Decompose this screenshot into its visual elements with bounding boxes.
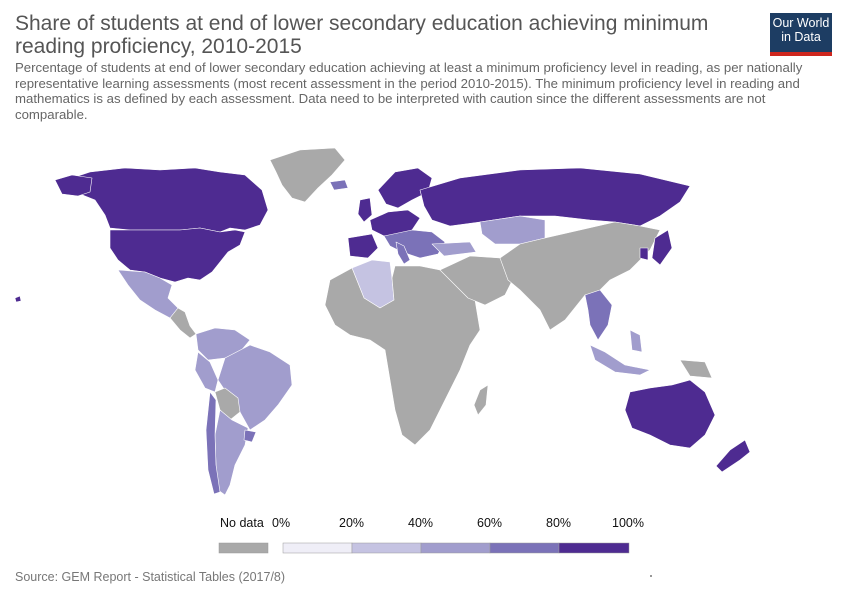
decorative-dot <box>650 575 652 577</box>
region-africa[interactable] <box>324 265 481 446</box>
chart-title: Share of students at end of lower second… <box>15 12 709 58</box>
legend-tick-80: 80% <box>546 516 572 530</box>
region-russia[interactable] <box>419 167 691 227</box>
region-greenland[interactable] <box>269 147 346 203</box>
legend-tick-60: 60% <box>477 516 503 530</box>
region-middle-east[interactable] <box>439 255 516 306</box>
region-turkey[interactable] <box>431 241 477 257</box>
legend-tick-0: 0% <box>272 516 291 530</box>
legend-bin-20-40[interactable] <box>351 542 422 554</box>
legend-bin-80-100[interactable] <box>558 542 630 554</box>
region-argentina[interactable] <box>214 409 249 496</box>
legend-no-data-label: No data <box>220 516 264 530</box>
legend-no-data-swatch[interactable] <box>218 542 269 554</box>
region-hawaii[interactable] <box>14 295 22 303</box>
logo-line-1: Our World <box>772 16 830 30</box>
region-asia[interactable] <box>499 221 661 331</box>
legend-bin-0-20[interactable] <box>282 542 353 554</box>
region-italy[interactable] <box>395 241 411 265</box>
region-madagascar[interactable] <box>473 384 489 416</box>
logo-line-2: in Data <box>781 30 821 44</box>
region-chile[interactable] <box>205 391 221 495</box>
owid-logo[interactable]: Our World in Data <box>770 13 832 56</box>
region-iberia[interactable] <box>347 233 379 259</box>
region-uruguay[interactable] <box>243 429 257 443</box>
world-map[interactable] <box>0 130 850 510</box>
region-korea[interactable] <box>639 247 649 261</box>
legend-tick-40: 40% <box>408 516 434 530</box>
region-iceland[interactable] <box>329 179 349 191</box>
region-papua[interactable] <box>679 359 713 379</box>
region-balkans[interactable] <box>383 229 446 259</box>
region-usa[interactable] <box>109 227 246 283</box>
legend-bin-60-80[interactable] <box>489 542 560 554</box>
source-note[interactable]: Source: GEM Report - Statistical Tables … <box>15 570 286 584</box>
region-southeast-asia[interactable] <box>584 289 613 341</box>
region-philippines[interactable] <box>629 329 643 353</box>
region-japan[interactable] <box>651 229 673 266</box>
region-canada[interactable] <box>59 167 269 233</box>
region-indonesia[interactable] <box>589 344 651 376</box>
legend-color-scale[interactable] <box>0 540 850 560</box>
region-alaska[interactable] <box>54 174 93 197</box>
region-new-zealand[interactable] <box>715 439 751 473</box>
legend-tick-20: 20% <box>339 516 365 530</box>
region-uk[interactable] <box>357 197 373 223</box>
region-australia[interactable] <box>624 379 716 449</box>
legend-tick-100: 100% <box>612 516 644 530</box>
legend-bin-40-60[interactable] <box>420 542 491 554</box>
region-central-america[interactable] <box>169 307 197 339</box>
chart-subtitle: Percentage of students at end of lower s… <box>15 60 803 122</box>
